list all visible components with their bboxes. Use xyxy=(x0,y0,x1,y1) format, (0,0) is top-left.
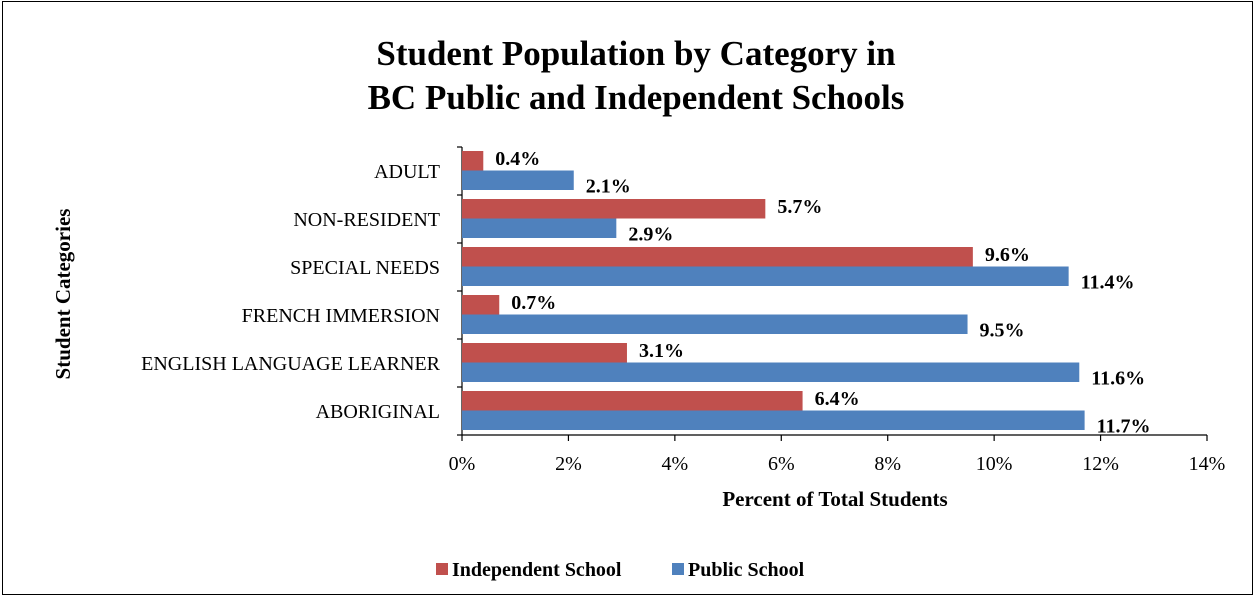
data-label-independent-school-adult: 0.4% xyxy=(495,148,540,170)
x-tick-label: 14% xyxy=(1189,453,1226,475)
category-label-aboriginal: ABORIGINAL xyxy=(316,401,440,423)
data-label-independent-school-english-language-learner: 3.1% xyxy=(639,340,684,362)
data-label-independent-school-french-immersion: 0.7% xyxy=(511,292,556,314)
legend-label-public-school: Public School xyxy=(688,559,805,581)
x-tick-label: 8% xyxy=(874,453,901,475)
data-label-public-school-french-immersion: 9.5% xyxy=(980,320,1025,342)
data-label-public-school-aboriginal: 11.7% xyxy=(1097,416,1151,438)
bar-public-school-non-resident xyxy=(462,218,617,238)
x-tick-label: 10% xyxy=(976,453,1013,475)
legend-label-independent-school: Independent School xyxy=(452,559,622,581)
bar-public-school-aboriginal xyxy=(462,410,1085,430)
data-label-independent-school-non-resident: 5.7% xyxy=(777,196,822,218)
bar-public-school-adult xyxy=(462,170,574,190)
x-tick-label: 2% xyxy=(555,453,582,475)
legend-swatch-independent-school xyxy=(436,563,448,575)
bar-public-school-english-language-learner xyxy=(462,362,1080,382)
data-label-public-school-adult: 2.1% xyxy=(586,176,631,198)
bar-independent-school-non-resident xyxy=(462,199,766,219)
chart-title-line-1: Student Population by Category in xyxy=(376,34,895,73)
category-label-non-resident: NON-RESIDENT xyxy=(293,209,440,231)
x-axis-title: Percent of Total Students xyxy=(722,487,947,511)
category-label-english-language-learner: ENGLISH LANGUAGE LEARNER xyxy=(141,353,441,375)
bar-public-school-french-immersion xyxy=(462,314,968,334)
legend-swatch-public-school xyxy=(672,563,684,575)
y-axis-title: Student Categories xyxy=(51,209,75,380)
data-label-public-school-non-resident: 2.9% xyxy=(628,224,673,246)
bar-independent-school-adult xyxy=(462,151,484,171)
x-tick-label: 6% xyxy=(768,453,795,475)
plot-area: 0% 2% 4% 6% 8% 10% 12% 14% ADULT 0.4% 2.1% NON-RESI… xyxy=(141,146,1226,475)
category-label-french-immersion: FRENCH IMMERSION xyxy=(242,305,440,327)
data-label-public-school-special-needs: 11.4% xyxy=(1081,272,1135,294)
chart-title-line-2: BC Public and Independent Schools xyxy=(368,78,905,117)
legend: Independent School Public School xyxy=(436,559,805,581)
data-label-public-school-english-language-learner: 11.6% xyxy=(1091,368,1145,390)
x-tick-label: 4% xyxy=(662,453,689,475)
bar-independent-school-french-immersion xyxy=(462,295,500,315)
bar-independent-school-special-needs xyxy=(462,247,973,267)
data-label-independent-school-aboriginal: 6.4% xyxy=(815,388,860,410)
x-tick-label: 0% xyxy=(449,453,476,475)
bar-independent-school-english-language-learner xyxy=(462,343,627,363)
category-label-special-needs: SPECIAL NEEDS xyxy=(290,257,440,279)
category-label-adult: ADULT xyxy=(374,161,440,183)
x-tick-label: 12% xyxy=(1082,453,1119,475)
bar-public-school-special-needs xyxy=(462,266,1069,286)
bar-independent-school-aboriginal xyxy=(462,391,803,411)
data-label-independent-school-special-needs: 9.6% xyxy=(985,244,1030,266)
